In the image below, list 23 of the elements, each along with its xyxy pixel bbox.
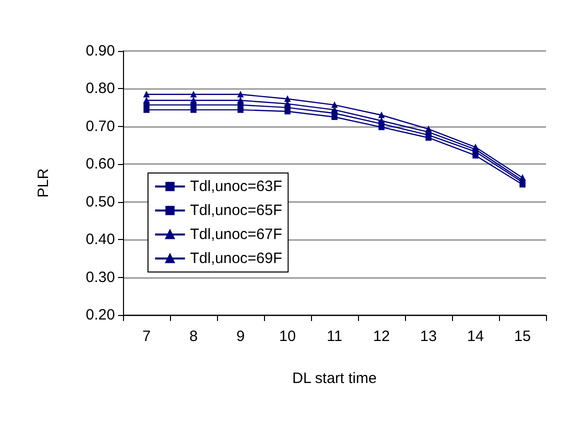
x-tick-label: 10 <box>279 328 296 345</box>
legend-label: Tdl,unoc=67F <box>190 226 282 243</box>
x-tick-label: 8 <box>189 328 198 345</box>
y-axis-title: PLR <box>35 168 52 198</box>
y-tick-label: 0.20 <box>86 306 115 324</box>
x-tick-label: 7 <box>142 328 151 345</box>
x-tick-label: 13 <box>420 328 437 345</box>
y-tick-label: 0.60 <box>86 156 115 173</box>
x-tick-label: 9 <box>236 328 245 345</box>
x-tick-label: 14 <box>467 328 484 345</box>
legend-label: Tdl,unoc=69F <box>190 250 282 267</box>
legend-label: Tdl,unoc=65F <box>190 202 282 219</box>
x-tick-label: 11 <box>326 328 342 345</box>
x-tick-label: 15 <box>514 328 531 345</box>
y-tick-label: 0.50 <box>86 193 115 210</box>
x-tick-label: 12 <box>373 328 390 345</box>
x-axis-title: DL start time <box>292 370 377 387</box>
y-tick-label: 0.30 <box>86 268 115 286</box>
y-tick-label: 0.70 <box>86 118 115 135</box>
legend-label: Tdl,unoc=63F <box>190 178 282 195</box>
y-tick-label: 0.80 <box>86 80 115 98</box>
y-tick-label: 0.40 <box>86 231 115 248</box>
y-tick-label: 0.90 <box>86 42 115 60</box>
